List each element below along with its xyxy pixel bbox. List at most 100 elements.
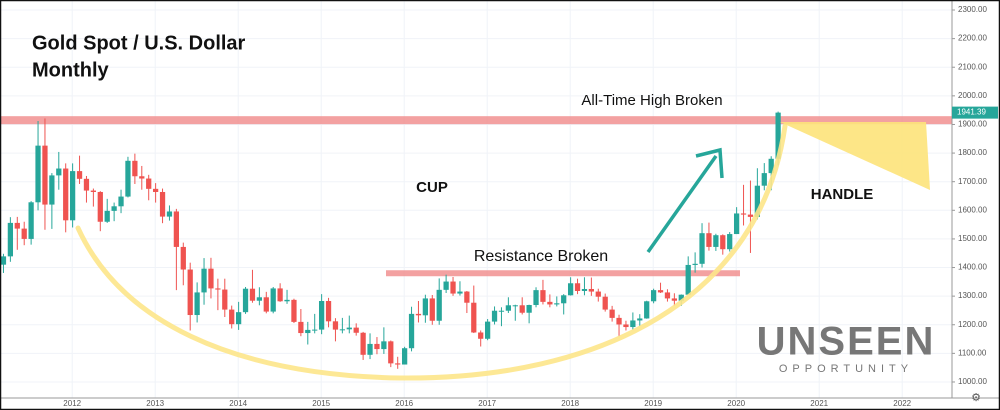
x-tick-label: 2021 [810, 399, 828, 408]
candle-body [49, 175, 55, 205]
candle-body [395, 363, 401, 365]
candle-body [422, 298, 428, 316]
candle-body [685, 264, 691, 295]
candle-body [554, 303, 560, 305]
candle-body [139, 176, 145, 179]
annotation: All-Time High Broken [581, 92, 722, 109]
levels [0, 116, 952, 277]
candle-body [567, 283, 574, 296]
candle-body [339, 329, 345, 331]
candle-body [312, 329, 318, 331]
candle-body [657, 290, 664, 293]
candle-body [547, 301, 553, 305]
candle-body [540, 290, 546, 302]
candle-body [595, 291, 601, 297]
x-tick-label: 2015 [312, 399, 330, 408]
candle-body [146, 178, 152, 189]
candle-body [401, 348, 408, 365]
candle-body [457, 291, 463, 294]
candle-body [471, 302, 477, 333]
candle-body [450, 281, 456, 294]
candle-body [768, 158, 774, 174]
annotation: Resistance Broken [474, 248, 608, 265]
logo-subtext: OPPORTUNITY [779, 363, 913, 375]
candle-body [242, 288, 249, 313]
candle-body [692, 263, 698, 265]
settings-icon[interactable]: ⚙ [971, 392, 981, 404]
candle-body [28, 202, 34, 239]
y-tick-label: 1400.00 [958, 263, 987, 272]
candle-body [76, 171, 83, 179]
candle-body [505, 305, 511, 311]
candle-body [609, 309, 615, 318]
candle-body [42, 145, 48, 205]
y-tick-label: 1000.00 [958, 377, 987, 386]
trend-arrow [646, 154, 718, 254]
cup-arc [75, 123, 788, 381]
candle-body [305, 329, 311, 334]
ath-level [0, 116, 952, 125]
candle-body [187, 269, 193, 316]
y-tick-label: 1200.00 [958, 320, 987, 329]
last-price-label: 1941.39 [957, 108, 986, 117]
y-tick-label: 1500.00 [958, 234, 987, 243]
candle-body [235, 312, 242, 325]
x-tick-label: 2020 [727, 399, 745, 408]
candle-body [699, 233, 705, 264]
candle-body [581, 288, 588, 291]
candle-body [526, 305, 532, 313]
candle-body [747, 214, 754, 217]
annotation: CUP [416, 179, 448, 196]
y-tick-label: 2300.00 [958, 5, 987, 14]
candle-body [360, 332, 366, 355]
candle-body [533, 290, 539, 306]
candle-body [166, 211, 173, 217]
candle-body [478, 332, 484, 339]
candle-body [69, 171, 76, 221]
candle-body [201, 268, 207, 293]
candle-body [574, 283, 581, 291]
candle-body [733, 213, 740, 235]
x-tick-label: 2012 [63, 399, 81, 408]
candle-body [429, 298, 435, 321]
candle-body [602, 296, 608, 310]
candle-body [630, 320, 636, 328]
candle-body [436, 289, 442, 321]
candle-body [671, 298, 677, 301]
y-tick-label: 1300.00 [958, 291, 987, 300]
annotation: HANDLE [811, 186, 874, 203]
candle-body [519, 305, 525, 313]
candle-body [152, 188, 159, 192]
candle-body [727, 234, 733, 250]
candle-body [298, 321, 304, 334]
candle-body [408, 313, 415, 349]
candle-body [291, 299, 297, 322]
candle-body [97, 191, 103, 222]
candle-body [229, 309, 235, 325]
candle-body [388, 341, 394, 364]
handle-shape [780, 122, 930, 190]
candle-body [0, 256, 7, 265]
candle-body [588, 288, 594, 292]
candle-body [561, 295, 567, 304]
candle-body [415, 313, 422, 316]
candle-body [208, 268, 214, 289]
candle-body [381, 341, 387, 350]
candle-body [720, 235, 726, 250]
x-tick-label: 2017 [478, 399, 496, 408]
candle-body [650, 290, 657, 302]
candle-body [173, 211, 180, 247]
y-tick-label: 1700.00 [958, 177, 987, 186]
candle-body [664, 292, 671, 299]
candle-body [56, 168, 62, 176]
candle-body [713, 235, 719, 247]
candle-body [318, 301, 325, 330]
candles [0, 111, 781, 369]
candle-body [125, 160, 131, 197]
candle-body [498, 310, 505, 312]
candle-body [740, 213, 747, 215]
axes: 1000.00 1100.00 1200.00 1300.00 1400.00 1500.… [63, 5, 998, 408]
candle-body [284, 299, 290, 302]
candle-body [623, 324, 629, 328]
